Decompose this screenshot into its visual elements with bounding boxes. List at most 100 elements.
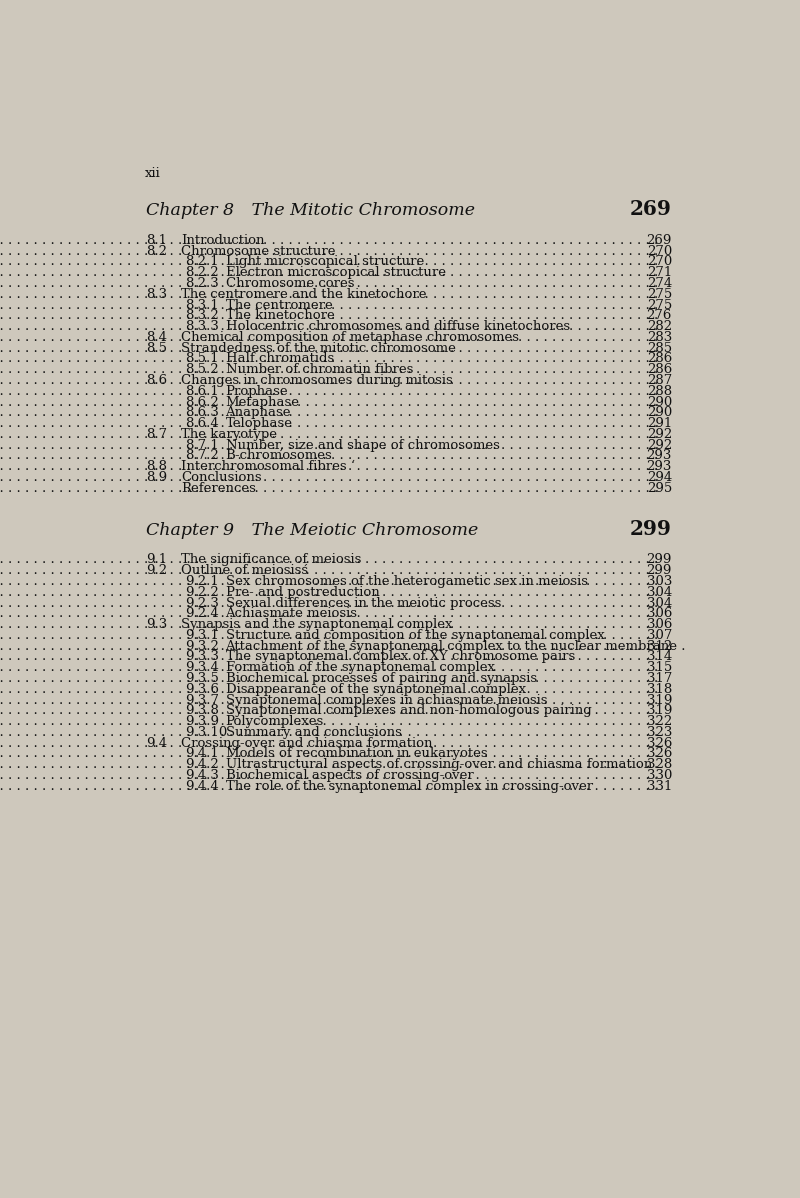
Text: Pre- and postreduction: Pre- and postreduction: [226, 586, 379, 599]
Text: 291: 291: [646, 417, 672, 430]
Text: . . . . . . . . . . . . . . . . . . . . . . . . . . . . . . . . . . . . . . . . : . . . . . . . . . . . . . . . . . . . . …: [0, 629, 658, 642]
Text: 9.2: 9.2: [146, 564, 168, 577]
Text: References: References: [182, 482, 256, 495]
Text: 330: 330: [646, 769, 672, 782]
Text: . . . . . . . . . . . . . . . . . . . . . . . . . . . . . . . . . . . . . . . . : . . . . . . . . . . . . . . . . . . . . …: [0, 438, 658, 452]
Text: 322: 322: [646, 715, 672, 728]
Text: . . . . . . . . . . . . . . . . . . . . . . . . . . . . . . . . . . . . . . . . : . . . . . . . . . . . . . . . . . . . . …: [0, 460, 658, 473]
Text: 9.3.10: 9.3.10: [186, 726, 227, 739]
Text: 8.3: 8.3: [146, 288, 168, 301]
Text: Polycomplexes: Polycomplexes: [226, 715, 324, 728]
Text: Synaptonemal complexes and non-homologous pairing: Synaptonemal complexes and non-homologou…: [226, 704, 591, 718]
Text: 306: 306: [646, 607, 672, 621]
Text: . . . . . . . . . . . . . . . . . . . . . . . . . . . . . . . . . . . . . . . . : . . . . . . . . . . . . . . . . . . . . …: [0, 471, 658, 484]
Text: The role of the synaptonemal complex in crossing-over: The role of the synaptonemal complex in …: [226, 780, 593, 793]
Text: Number, size and shape of chromosomes: Number, size and shape of chromosomes: [226, 438, 499, 452]
Text: 306: 306: [646, 618, 672, 631]
Text: Electron microscopical structure: Electron microscopical structure: [226, 266, 446, 279]
Text: . . . . . . . . . . . . . . . . . . . . . . . . . . . . . . . . . . . . . . . . : . . . . . . . . . . . . . . . . . . . . …: [0, 758, 658, 772]
Text: 9.1: 9.1: [146, 553, 168, 567]
Text: . . . . . . . . . . . . . . . . . . . . . . . . . . . . . . . . . . . . . . . . : . . . . . . . . . . . . . . . . . . . . …: [0, 331, 658, 344]
Text: Conclusions: Conclusions: [182, 471, 262, 484]
Text: . . . . . . . . . . . . . . . . . . . . . . . . . . . . . . . . . . . . . . . . : . . . . . . . . . . . . . . . . . . . . …: [0, 288, 658, 301]
Text: 317: 317: [646, 672, 672, 685]
Text: Introduction: Introduction: [182, 234, 265, 247]
Text: 293: 293: [646, 460, 672, 473]
Text: The significance of meiosis: The significance of meiosis: [182, 553, 362, 567]
Text: 9.3.9: 9.3.9: [186, 715, 219, 728]
Text: 287: 287: [646, 374, 672, 387]
Text: 270: 270: [646, 255, 672, 268]
Text: . . . . . . . . . . . . . . . . . . . . . . . . . . . . . . . . . . . . . . . . : . . . . . . . . . . . . . . . . . . . . …: [0, 255, 658, 268]
Text: The centromere: The centromere: [226, 298, 332, 311]
Text: Structure and composition of the synaptonemal complex: Structure and composition of the synapto…: [226, 629, 604, 642]
Text: . . . . . . . . . . . . . . . . . . . . . . . . . . . . . . . . . . . . . . . . : . . . . . . . . . . . . . . . . . . . . …: [0, 683, 658, 696]
Text: . . . . . . . . . . . . . . . . . . . . . . . . . . . . . . . . . . . . . . . . : . . . . . . . . . . . . . . . . . . . . …: [0, 715, 658, 728]
Text: 8.3.3: 8.3.3: [186, 320, 219, 333]
Text: . . . . . . . . . . . . . . . . . . . . . . . . . . . . . . . . . . . . . . . . : . . . . . . . . . . . . . . . . . . . . …: [0, 374, 658, 387]
Text: . . . . . . . . . . . . . . . . . . . . . . . . . . . . . . . . . . . . . . . . : . . . . . . . . . . . . . . . . . . . . …: [0, 661, 658, 674]
Text: 286: 286: [646, 363, 672, 376]
Text: 9.4.4: 9.4.4: [186, 780, 219, 793]
Text: 8.2.1: 8.2.1: [186, 255, 219, 268]
Text: 9.3.2: 9.3.2: [186, 640, 219, 653]
Text: 9.3.7: 9.3.7: [186, 694, 219, 707]
Text: 9.4.1: 9.4.1: [186, 748, 219, 761]
Text: . . . . . . . . . . . . . . . . . . . . . . . . . . . . . . . . . . . . . . . . : . . . . . . . . . . . . . . . . . . . . …: [0, 694, 658, 707]
Text: 8.6.4: 8.6.4: [186, 417, 219, 430]
Text: The centromere and the kinetochore: The centromere and the kinetochore: [182, 288, 427, 301]
Text: 8.8: 8.8: [146, 460, 167, 473]
Text: . . . . . . . . . . . . . . . . . . . . . . . . . . . . . . . . . . . . . . . . : . . . . . . . . . . . . . . . . . . . . …: [0, 428, 658, 441]
Text: Formation of the synaptonemal complex: Formation of the synaptonemal complex: [226, 661, 494, 674]
Text: 9.3.4: 9.3.4: [186, 661, 219, 674]
Text: 326: 326: [646, 737, 672, 750]
Text: Crossing-over and chiasma formation: Crossing-over and chiasma formation: [182, 737, 433, 750]
Text: 299: 299: [630, 519, 672, 539]
Text: . . . . . . . . . . . . . . . . . . . . . . . . . . . . . . . . . . . . . . . . : . . . . . . . . . . . . . . . . . . . . …: [0, 564, 658, 577]
Text: 286: 286: [646, 352, 672, 365]
Text: 8.7.1: 8.7.1: [186, 438, 219, 452]
Text: . . . . . . . . . . . . . . . . . . . . . . . . . . . . . . . . . . . . . . . . : . . . . . . . . . . . . . . . . . . . . …: [0, 244, 658, 258]
Text: . . . . . . . . . . . . . . . . . . . . . . . . . . . . . . . . . . . . . . . . : . . . . . . . . . . . . . . . . . . . . …: [0, 651, 658, 664]
Text: 8.5: 8.5: [146, 341, 167, 355]
Text: Sex chromosomes of the heterogametic sex in meiosis: Sex chromosomes of the heterogametic sex…: [226, 575, 587, 588]
Text: Holocentric chromosomes and diffuse kinetochores: Holocentric chromosomes and diffuse kine…: [226, 320, 570, 333]
Text: 8.9: 8.9: [146, 471, 168, 484]
Text: 282: 282: [647, 320, 672, 333]
Text: 274: 274: [646, 277, 672, 290]
Text: 288: 288: [647, 385, 672, 398]
Text: 290: 290: [646, 395, 672, 409]
Text: . . . . . . . . . . . . . . . . . . . . . . . . . . . . . . . . . . . . . . . . : . . . . . . . . . . . . . . . . . . . . …: [0, 320, 658, 333]
Text: . . . . . . . . . . . . . . . . . . . . . . . . . . . . . . . . . . . . . . . . : . . . . . . . . . . . . . . . . . . . . …: [0, 352, 658, 365]
Text: 8.6.3: 8.6.3: [186, 406, 219, 419]
Text: 276: 276: [646, 309, 672, 322]
Text: 319: 319: [646, 694, 672, 707]
Text: 290: 290: [646, 406, 672, 419]
Text: 8.2.3: 8.2.3: [186, 277, 219, 290]
Text: . . . . . . . . . . . . . . . . . . . . . . . . . . . . . . . . . . . . . . . . : . . . . . . . . . . . . . . . . . . . . …: [0, 406, 658, 419]
Text: . . . . . . . . . . . . . . . . . . . . . . . . . . . . . . . . . . . . . . . . : . . . . . . . . . . . . . . . . . . . . …: [0, 737, 658, 750]
Text: 9.3.6: 9.3.6: [186, 683, 219, 696]
Text: . . . . . . . . . . . . . . . . . . . . . . . . . . . . . . . . . . . . . . . . : . . . . . . . . . . . . . . . . . . . . …: [0, 417, 658, 430]
Text: 269: 269: [646, 234, 672, 247]
Text: 9.2.3: 9.2.3: [186, 597, 219, 610]
Text: 271: 271: [646, 266, 672, 279]
Text: 283: 283: [646, 331, 672, 344]
Text: . . . . . . . . . . . . . . . . . . . . . . . . . . . . . . . . . . . . . . . . : . . . . . . . . . . . . . . . . . . . . …: [0, 586, 658, 599]
Text: . . . . . . . . . . . . . . . . . . . . . . . . . . . . . . . . . . . . . . . . : . . . . . . . . . . . . . . . . . . . . …: [0, 780, 658, 793]
Text: Achiasmate meiosis: Achiasmate meiosis: [226, 607, 358, 621]
Text: . . . . . . . . . . . . . . . . . . . . . . . . . . . . . . . . . . . . . . . . : . . . . . . . . . . . . . . . . . . . . …: [0, 363, 658, 376]
Text: 292: 292: [646, 428, 672, 441]
Text: 8.1: 8.1: [146, 234, 167, 247]
Text: Chromosome cores: Chromosome cores: [226, 277, 354, 290]
Text: Chapter 8  The Mitotic Chromosome: Chapter 8 The Mitotic Chromosome: [146, 202, 475, 219]
Text: Anaphase: Anaphase: [226, 406, 291, 419]
Text: . . . . . . . . . . . . . . . . . . . . . . . . . . . . . . . . . . . . . . . . : . . . . . . . . . . . . . . . . . . . . …: [0, 341, 658, 355]
Text: 303: 303: [646, 575, 672, 588]
Text: Metaphase: Metaphase: [226, 395, 299, 409]
Text: . . . . . . . . . . . . . . . . . . . . . . . . . . . . . . . . . . . . . . . . : . . . . . . . . . . . . . . . . . . . . …: [0, 266, 658, 279]
Text: Chromosome structure: Chromosome structure: [182, 244, 336, 258]
Text: 8.3.2: 8.3.2: [186, 309, 219, 322]
Text: 299: 299: [646, 564, 672, 577]
Text: 285: 285: [647, 341, 672, 355]
